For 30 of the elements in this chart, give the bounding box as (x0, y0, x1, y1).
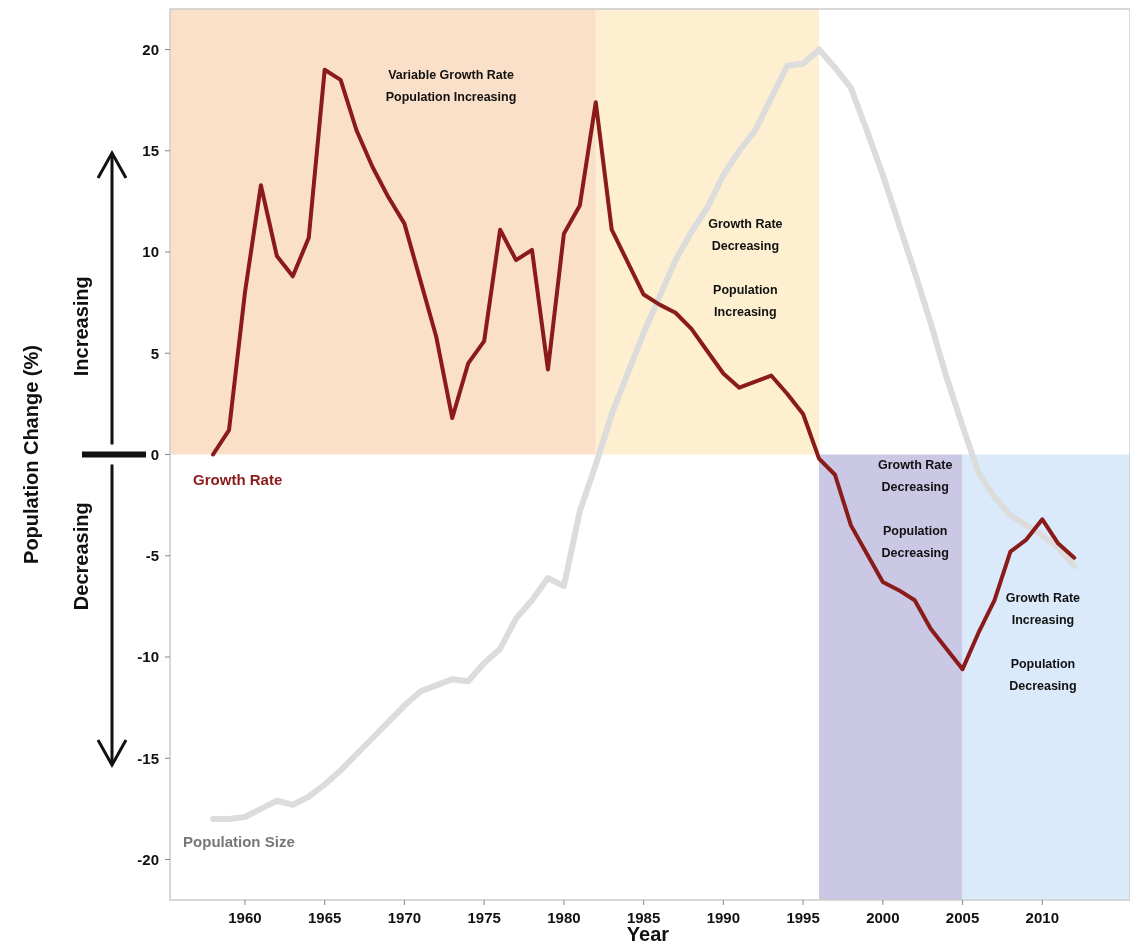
series-label: Population Size (183, 833, 295, 850)
y-tick-label: -20 (137, 850, 159, 868)
y-tick-label: -10 (137, 648, 159, 666)
x-tick-label: 2000 (866, 909, 900, 926)
text: Decreasing (70, 502, 92, 611)
text: Growth Rate Decreasing Population Increasing (708, 216, 783, 319)
x-tick-label: 1980 (547, 909, 581, 926)
text: Increasing (70, 276, 92, 377)
text: Growth Rate Decreasing Population Decreasing (878, 457, 953, 560)
y-tick-label: 15 (142, 142, 159, 159)
x-tick-label: 1990 (706, 909, 741, 926)
y-tick-label: 10 (142, 243, 159, 261)
x-tick-label: 2005 (945, 909, 980, 926)
y-tick-label: 0 (150, 445, 159, 463)
x-tick-label: 1965 (308, 909, 342, 926)
x-tick-label: 1985 (626, 909, 661, 926)
x-tick-label: 2010 (1025, 909, 1059, 926)
text: Growth Rate Increasing Population Decreasing (1005, 591, 1081, 694)
y-tick-label: -5 (145, 547, 159, 564)
y-axis-title: Population Change (%) (20, 345, 42, 564)
y-tick-label: -15 (137, 749, 159, 767)
x-axis-title: Year (626, 923, 670, 945)
y-tick-label: 20 (142, 40, 159, 58)
x-tick-label: 1970 (387, 909, 422, 926)
x-tick-label: 1960 (228, 909, 262, 926)
y-tick-label: 5 (150, 344, 159, 362)
x-tick-label: 1975 (467, 909, 501, 926)
series-label: Growth Rate (193, 470, 283, 488)
x-tick-label: 1995 (786, 909, 820, 926)
band-label: Variable Growth Rate Population Increasing (385, 67, 517, 104)
